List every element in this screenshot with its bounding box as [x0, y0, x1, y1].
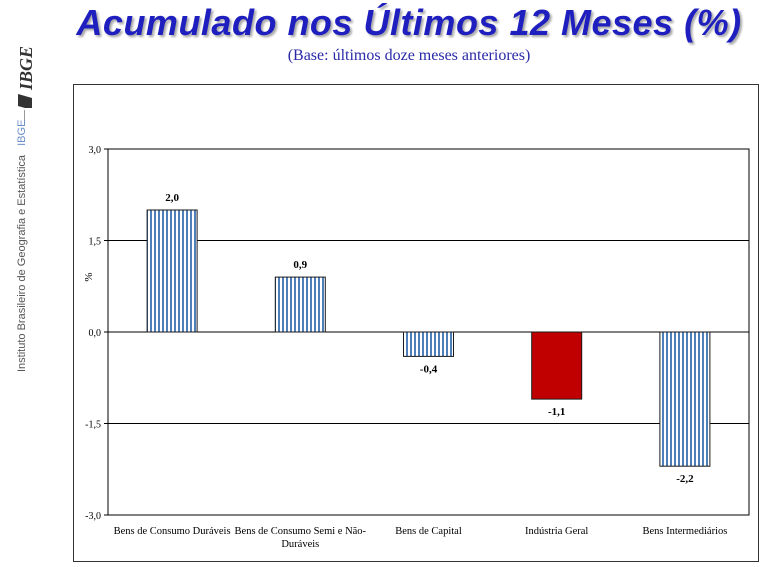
x-tick-label: Bens Intermediários — [642, 526, 727, 537]
data-label: -1,1 — [548, 406, 565, 418]
data-label: -2,2 — [676, 473, 694, 485]
y-tick-label: 1,5 — [89, 237, 102, 248]
y-tick-label: -1,5 — [85, 420, 101, 431]
x-tick-label: Bens de Consumo Semi e Não- — [235, 526, 367, 537]
y-tick-label: 0,0 — [89, 328, 102, 339]
org-abbr: IBGE — [16, 119, 28, 146]
page-title: Acumulado nos Últimos 12 Meses (%) — [76, 2, 742, 43]
ibge-logo: IBGE — [16, 46, 36, 108]
x-tick-label: Bens de Capital — [395, 526, 462, 537]
bar — [146, 209, 198, 333]
data-label: -0,4 — [420, 363, 438, 375]
x-tick-label: Bens de Consumo Duráveis — [114, 526, 231, 537]
bar — [531, 331, 583, 400]
bar — [403, 331, 454, 357]
data-label: 0,9 — [293, 259, 307, 271]
page-subtitle: (Base: últimos doze meses anteriores) — [287, 47, 531, 64]
institution-name: Instituto Brasileiro de Geografia e Esta… — [16, 120, 28, 372]
data-label: 2,0 — [165, 192, 179, 204]
sidebar-divider — [24, 110, 25, 124]
y-axis-label: % — [83, 273, 95, 282]
y-tick-label: -3,0 — [85, 511, 101, 522]
sidebar: IBGE Instituto Brasileiro de Geografia e… — [0, 0, 50, 567]
y-tick-label: 3,0 — [89, 145, 102, 156]
chart-frame: 3,0 1,5 0,0 -1,5 -3,0% 2,0 Bens de Consumo Dur… — [73, 84, 759, 562]
bar — [659, 331, 711, 467]
bar — [274, 276, 326, 333]
org-name: Instituto Brasileiro de Geografia e Esta… — [16, 154, 28, 372]
bar-chart: 3,0 1,5 0,0 -1,5 -3,0% 2,0 Bens de Consumo Dur… — [83, 145, 750, 550]
logo-text: IBGE — [16, 46, 36, 91]
x-tick-label: Duráveis — [281, 539, 319, 550]
x-tick-label: Indústria Geral — [525, 526, 588, 537]
